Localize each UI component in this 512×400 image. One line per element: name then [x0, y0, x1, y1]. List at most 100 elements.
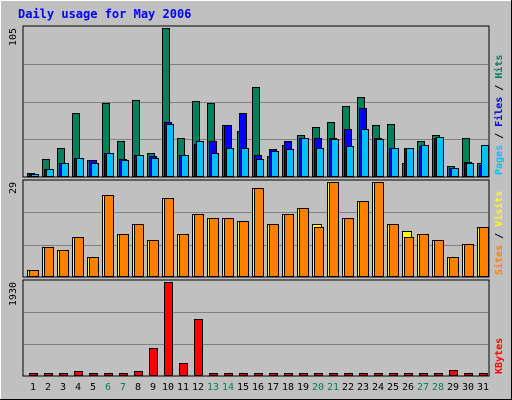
bar-kbytes-day-undefined	[134, 371, 143, 376]
bar-kbytes-day-undefined	[434, 373, 443, 376]
day-label: 20	[312, 382, 324, 393]
bar-kbytes-day-undefined	[209, 373, 218, 376]
day-label: 30	[462, 382, 474, 393]
bar-kbytes-day-undefined	[464, 373, 473, 376]
bar-pages-day-6	[106, 153, 114, 177]
bar-kbytes-day-undefined	[104, 373, 113, 376]
kbytes-panel: 1930 KBytes	[8, 279, 505, 377]
bar-pages-day-24	[376, 139, 384, 177]
bar-pages-day-11	[181, 155, 189, 177]
bar-kbytes-day-undefined	[284, 373, 293, 376]
bar-pages-day-26	[406, 148, 414, 177]
bar-kbytes-day-undefined	[29, 373, 38, 376]
hits-ymax-label: 105	[8, 28, 19, 46]
day-tick-labels: 1 2 3 4 5 6 7 8 9 10 11 12 13 14 15 16 17 18 19 20 21 22 23 24 2…	[30, 382, 489, 393]
bar-pages-day-10	[166, 124, 174, 177]
bar-kbytes-day-undefined	[119, 373, 128, 376]
pages-files-hits-panel: 105 Pages / Files / Hits	[8, 25, 505, 178]
bar-sites-day-undefined	[284, 214, 294, 277]
bar-sites-day-undefined	[29, 270, 39, 277]
bar-sites-day-undefined	[149, 240, 159, 277]
day-label: 17	[267, 382, 279, 393]
legend-hits: Hits	[493, 55, 505, 79]
bar-pages-day-22	[346, 146, 354, 177]
day-label: 5	[90, 382, 96, 393]
day-label: 23	[357, 382, 369, 393]
bar-sites-day-undefined	[44, 247, 54, 277]
day-label: 26	[402, 382, 414, 393]
bar-sites-day-undefined	[299, 208, 309, 277]
bar-pages-day-19	[301, 138, 309, 177]
bar-pages-day-23	[361, 129, 369, 177]
bar-sites-day-undefined	[314, 227, 324, 277]
bar-pages-day-12	[196, 141, 204, 177]
bar-sites-day-undefined	[479, 227, 489, 277]
day-label: 12	[192, 382, 204, 393]
legend-sites: Sites	[493, 245, 505, 275]
bar-kbytes-day-undefined	[419, 373, 428, 376]
legend-sep: /	[494, 227, 505, 245]
bar-kbytes-day-undefined	[404, 373, 413, 376]
day-label: 2	[45, 382, 51, 393]
bar-pages-day-4	[76, 158, 84, 177]
bar-pages-day-30	[466, 163, 474, 177]
bar-sites-day-undefined	[134, 224, 144, 277]
bar-pages-day-28	[436, 137, 444, 177]
bar-kbytes-day-undefined	[359, 373, 368, 376]
bar-kbytes-day-undefined	[239, 373, 248, 376]
day-label: 14	[222, 382, 234, 393]
bar-pages-day-31	[481, 145, 489, 177]
bar-pages-day-29	[451, 168, 459, 177]
bar-kbytes-day-undefined	[74, 371, 83, 376]
bar-pages-day-18	[286, 149, 294, 177]
day-label: 27	[417, 382, 429, 393]
visits-bars	[27, 182, 489, 277]
day-label: 7	[120, 382, 126, 393]
chart-title: Daily usage for May 2006	[18, 7, 191, 21]
bar-kbytes-day-undefined	[374, 373, 383, 376]
bar-pages-day-14	[226, 148, 234, 177]
legend-visits: Visits	[493, 191, 505, 227]
day-label: 22	[342, 382, 354, 393]
day-label: 3	[60, 382, 66, 393]
day-label: 4	[75, 382, 81, 393]
legend-sep: /	[494, 127, 505, 145]
bar-pages-day-27	[421, 145, 429, 177]
bar-sites-day-undefined	[74, 237, 84, 277]
bar-kbytes-day-undefined	[59, 373, 68, 376]
bar-kbytes-day-undefined	[269, 373, 278, 376]
bar-pages-day-21	[331, 139, 339, 177]
bar-sites-day-undefined	[254, 188, 264, 277]
bar-pages-day-3	[61, 163, 69, 177]
kbytes-gridlines	[24, 312, 488, 345]
day-label: 29	[447, 382, 459, 393]
bar-sites-day-undefined	[194, 214, 204, 277]
hits-legend: Pages / Files / Hits	[493, 55, 505, 175]
day-label: 10	[162, 382, 174, 393]
bar-sites-day-undefined	[419, 234, 429, 277]
day-label: 9	[150, 382, 156, 393]
bar-kbytes-day-undefined	[149, 348, 158, 376]
legend-files: Files	[493, 97, 505, 127]
day-label: 6	[105, 382, 111, 393]
kbytes-bars	[29, 282, 488, 376]
bar-kbytes-day-undefined	[44, 373, 53, 376]
bar-pages-day-13	[211, 153, 219, 177]
bar-kbytes-day-undefined	[449, 370, 458, 376]
kbytes-ymax-label: 1930	[8, 282, 19, 306]
bar-sites-day-undefined	[239, 221, 249, 277]
legend-sep: /	[494, 79, 505, 97]
kbytes-legend: KBytes	[494, 338, 505, 374]
bar-sites-day-undefined	[464, 244, 474, 277]
bar-sites-day-undefined	[344, 218, 354, 277]
bar-kbytes-day-undefined	[194, 319, 203, 376]
bar-kbytes-day-undefined	[299, 373, 308, 376]
bar-sites-day-undefined	[209, 218, 219, 277]
bar-sites-day-undefined	[224, 218, 234, 277]
visits-ymax-label: 29	[8, 182, 19, 194]
day-label: 31	[477, 382, 489, 393]
bar-pages-day-5	[91, 163, 99, 177]
bar-kbytes-day-undefined	[254, 373, 263, 376]
bar-pages-day-2	[46, 169, 54, 177]
bar-sites-day-undefined	[449, 257, 459, 277]
